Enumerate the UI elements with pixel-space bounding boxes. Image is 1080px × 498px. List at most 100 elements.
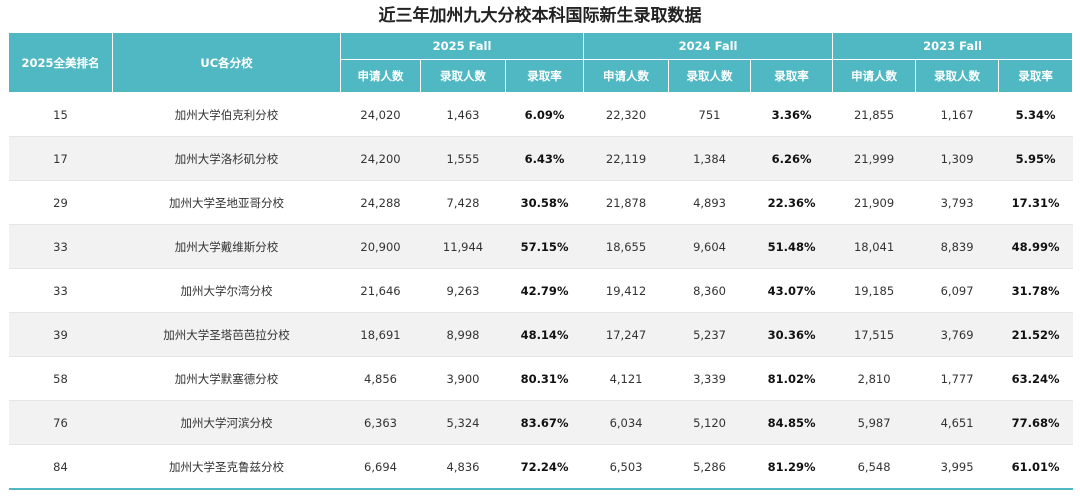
count-cell: 7,428	[420, 180, 506, 225]
rate-cell: 57.15%	[505, 224, 584, 269]
count-cell: 4,856	[340, 356, 421, 401]
year-header: 2025 Fall	[339, 32, 585, 60]
count-cell: 5,324	[420, 400, 506, 445]
rank-cell: 58	[8, 356, 113, 401]
table-header: 2025全美排名 UC各分校 2025 Fall 2024 Fall 2023 Fall…	[8, 32, 1074, 93]
column-header: 录取人数	[420, 59, 506, 93]
subheader-row: 申请人数 录取人数 录取率 申请人数 录取人数 录取率 申请人数 录取人数 录取率	[9, 59, 1074, 93]
school-cell: 加州大学洛杉矶分校	[112, 136, 341, 181]
rate-cell: 43.07%	[750, 268, 833, 313]
count-cell: 1,384	[668, 136, 751, 181]
column-header: 录取人数	[915, 59, 1000, 93]
rate-cell: 84.85%	[750, 400, 833, 445]
rank-cell: 84	[8, 444, 113, 490]
rate-cell: 48.14%	[505, 312, 584, 357]
column-header: 录取率	[504, 59, 585, 93]
count-cell: 6,034	[583, 400, 669, 445]
count-cell: 20,900	[340, 224, 421, 269]
rate-cell: 3.36%	[750, 92, 833, 137]
rate-cell: 22.36%	[750, 180, 833, 225]
count-cell: 8,839	[915, 224, 999, 269]
rate-cell: 6.43%	[505, 136, 584, 181]
title: 近三年加州九大分校本科国际新生录取数据	[378, 6, 702, 26]
rank-cell: 39	[8, 312, 113, 357]
count-cell: 21,999	[832, 136, 916, 181]
count-cell: 21,878	[583, 180, 669, 225]
header-row: 2025全美排名 UC各分校 2025 Fall 2024 Fall 2023 Fall	[8, 32, 1074, 93]
count-cell: 21,909	[832, 180, 916, 225]
rate-cell: 30.36%	[750, 312, 833, 357]
count-cell: 3,769	[915, 312, 999, 357]
rate-cell: 81.29%	[750, 444, 833, 490]
count-cell: 11,944	[420, 224, 506, 269]
column-header: 申请人数	[832, 59, 917, 93]
count-cell: 3,793	[915, 180, 999, 225]
school-header: UC各分校	[112, 32, 341, 93]
rank-cell: 17	[8, 136, 113, 181]
count-cell: 18,655	[583, 224, 669, 269]
school-cell: 加州大学河滨分校	[112, 400, 341, 445]
count-cell: 5,286	[668, 444, 751, 490]
table-row: 39 加州大学圣塔芭芭拉分校 18,691 8,998 48.14% 17,247 5,23…	[8, 312, 1073, 357]
rate-cell: 83.67%	[505, 400, 584, 445]
count-cell: 19,412	[583, 268, 669, 313]
count-cell: 4,893	[668, 180, 751, 225]
rank-cell: 15	[8, 92, 113, 137]
count-cell: 1,309	[915, 136, 999, 181]
table-row: 33 加州大学戴维斯分校 20,900 11,944 57.15% 18,655 9,604…	[8, 224, 1073, 269]
count-cell: 1,167	[915, 92, 999, 137]
count-cell: 9,604	[668, 224, 751, 269]
column-header: 录取率	[998, 59, 1074, 93]
count-cell: 1,555	[420, 136, 506, 181]
rate-cell: 5.95%	[998, 136, 1073, 181]
count-cell: 21,855	[832, 92, 916, 137]
count-cell: 3,995	[915, 444, 999, 490]
count-cell: 19,185	[832, 268, 916, 313]
school-cell: 加州大学圣克鲁兹分校	[112, 444, 341, 490]
count-cell: 5,120	[668, 400, 751, 445]
count-cell: 4,651	[915, 400, 999, 445]
rank-cell: 33	[8, 268, 113, 313]
count-cell: 6,548	[832, 444, 916, 490]
school-cell: 加州大学伯克利分校	[112, 92, 341, 137]
school-cell: 加州大学圣塔芭芭拉分校	[112, 312, 341, 357]
rate-cell: 30.58%	[505, 180, 584, 225]
table-body: 15 加州大学伯克利分校 24,020 1,463 6.09% 22,320 751 3.36…	[8, 92, 1073, 490]
school-cell: 加州大学圣地亚哥分校	[112, 180, 341, 225]
count-cell: 5,237	[668, 312, 751, 357]
count-cell: 24,020	[340, 92, 421, 137]
table-row: 33 加州大学尔湾分校 21,646 9,263 42.79% 19,412 8,360 43…	[8, 268, 1073, 313]
count-cell: 24,200	[340, 136, 421, 181]
column-header: 录取率	[750, 59, 834, 93]
count-cell: 2,810	[832, 356, 916, 401]
table-row: 84 加州大学圣克鲁兹分校 6,694 4,836 72.24% 6,503 5,286 81…	[8, 444, 1073, 490]
count-cell: 18,691	[340, 312, 421, 357]
table-row: 58 加州大学默塞德分校 4,856 3,900 80.31% 4,121 3,339 81.…	[8, 356, 1073, 401]
rate-cell: 31.78%	[998, 268, 1073, 313]
count-cell: 9,263	[420, 268, 506, 313]
school-cell: 加州大学默塞德分校	[112, 356, 341, 401]
rank-cell: 29	[8, 180, 113, 225]
count-cell: 1,463	[420, 92, 506, 137]
rank-cell: 33	[8, 224, 113, 269]
rate-cell: 6.26%	[750, 136, 833, 181]
count-cell: 18,041	[832, 224, 916, 269]
table-row: 17 加州大学洛杉矶分校 24,200 1,555 6.43% 22,119 1,384 6.…	[8, 136, 1073, 181]
column-header: 录取人数	[668, 59, 752, 93]
count-cell: 21,646	[340, 268, 421, 313]
count-cell: 6,363	[340, 400, 421, 445]
column-header: 申请人数	[340, 59, 421, 93]
rank-cell: 76	[8, 400, 113, 445]
count-cell: 6,694	[340, 444, 421, 490]
rate-cell: 5.34%	[998, 92, 1073, 137]
school-cell: 加州大学尔湾分校	[112, 268, 341, 313]
rate-cell: 77.68%	[998, 400, 1073, 445]
count-cell: 1,777	[915, 356, 999, 401]
rate-cell: 72.24%	[505, 444, 584, 490]
count-cell: 4,121	[583, 356, 669, 401]
rate-cell: 17.31%	[998, 180, 1073, 225]
count-cell: 8,360	[668, 268, 751, 313]
count-cell: 6,097	[915, 268, 999, 313]
year-header: 2023 Fall	[832, 32, 1074, 60]
rate-cell: 63.24%	[998, 356, 1073, 401]
